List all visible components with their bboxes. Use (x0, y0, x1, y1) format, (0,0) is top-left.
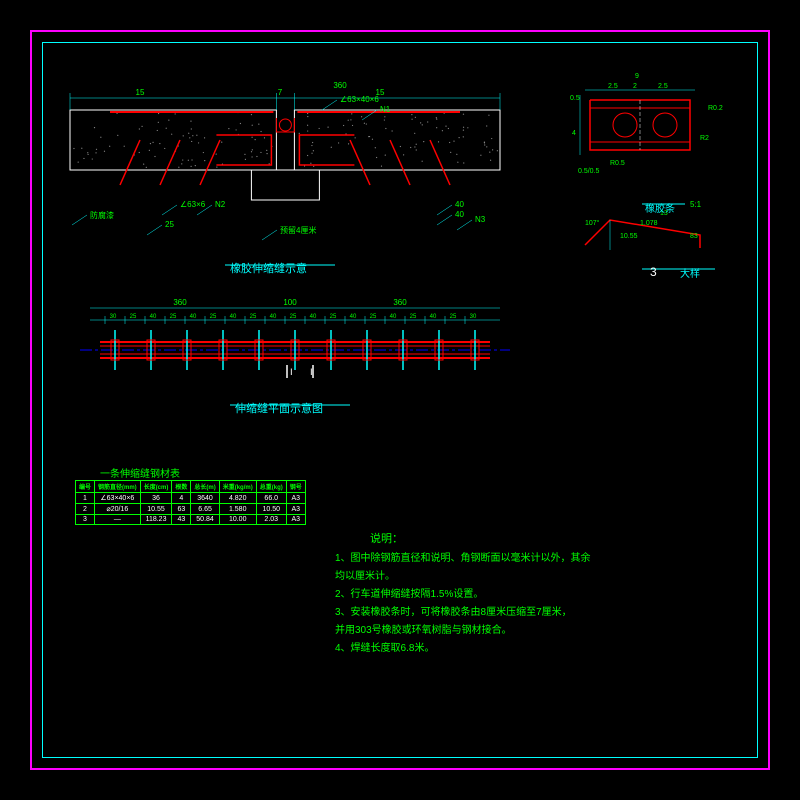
svg-text:360: 360 (393, 298, 407, 307)
svg-text:30: 30 (470, 314, 477, 320)
rubber-strip-title: 橡胶条 (645, 200, 675, 215)
svg-text:1.078: 1.078 (640, 220, 658, 227)
large-sample-number: 3 (650, 265, 657, 279)
svg-text:4: 4 (572, 130, 576, 137)
note-line: 1、图中除钢筋直径和说明、角钢断面以毫米计以外，其余 (335, 550, 591, 568)
svg-text:40: 40 (150, 314, 157, 320)
svg-text:360: 360 (173, 298, 187, 307)
large-sample-title: 大样 (680, 265, 700, 280)
callout: N2 (215, 200, 225, 209)
note-line: 2、行车道伸缩缝按隔1.5%设置。 (335, 586, 591, 604)
callout: 25 (165, 220, 174, 229)
material-table-title: 一条伸缩缝钢材表 (100, 465, 180, 480)
callout: 40 (455, 210, 464, 219)
callout: ∠63×6 (180, 200, 205, 209)
svg-text:40: 40 (230, 314, 237, 320)
section-view-title: 橡胶伸缩缝示意 (230, 260, 307, 276)
svg-text:R0.5: R0.5 (610, 160, 625, 167)
callout: ∠63×40×6 (340, 95, 379, 104)
svg-text:40: 40 (430, 314, 437, 320)
svg-text:7: 7 (278, 88, 283, 97)
svg-text:2: 2 (633, 83, 637, 90)
svg-text:25: 25 (210, 314, 217, 320)
callout: 预留4厘米 (280, 225, 316, 236)
svg-text:0.5/0.5: 0.5/0.5 (578, 168, 600, 175)
svg-text:25: 25 (250, 314, 257, 320)
svg-text:R2: R2 (700, 135, 709, 142)
svg-text:0.5: 0.5 (570, 95, 580, 102)
svg-text:40: 40 (310, 314, 317, 320)
svg-text:107°: 107° (585, 219, 600, 227)
drawing-canvas: 1571536036010036030254025402540254025402… (0, 0, 800, 800)
svg-text:15: 15 (136, 88, 145, 97)
svg-text:25: 25 (130, 314, 137, 320)
notes-body: 1、图中除钢筋直径和说明、角钢断面以毫米计以外，其余均以厘米计。2、行车道伸缩缝… (335, 550, 591, 658)
callout: N3 (475, 215, 485, 224)
svg-text:83: 83 (690, 233, 698, 240)
rubber-strip-scale: 5:1 (690, 200, 701, 209)
svg-text:40: 40 (270, 314, 277, 320)
svg-text:25: 25 (170, 314, 177, 320)
callout: 防腐漆 (90, 210, 114, 221)
svg-text:2.5: 2.5 (658, 83, 668, 90)
svg-text:40: 40 (350, 314, 357, 320)
svg-text:2.5: 2.5 (608, 83, 618, 90)
notes-title: 说明： (370, 530, 403, 546)
note-line: 均以厘米计。 (335, 568, 591, 586)
svg-text:25: 25 (410, 314, 417, 320)
svg-text:40: 40 (190, 314, 197, 320)
svg-text:10.55: 10.55 (620, 233, 638, 240)
svg-text:25: 25 (370, 314, 377, 320)
callout: 40 (455, 200, 464, 209)
note-line: 3、安装橡胶条时，可将橡胶条由8厘米压缩至7厘米， (335, 604, 591, 622)
note-line: 并用303号橡胶或环氧树脂与钢材接合。 (335, 622, 591, 640)
note-line: 4、焊缝长度取6.8米。 (335, 640, 591, 658)
material-table: 编号钢筋直径(mm)长度(cm)根数总长(m)米重(kg/m)总重(kg)钢号1… (75, 480, 306, 525)
svg-text:Ⅰ: Ⅰ (290, 367, 293, 377)
svg-text:25: 25 (450, 314, 457, 320)
svg-text:30: 30 (110, 314, 117, 320)
svg-text:100: 100 (283, 298, 297, 307)
svg-text:40: 40 (390, 314, 397, 320)
svg-text:9: 9 (635, 73, 639, 80)
plan-view-title: 伸缩缝平面示意图 (235, 400, 323, 416)
callout: N1 (380, 105, 390, 114)
svg-text:25: 25 (330, 314, 337, 320)
svg-text:25: 25 (290, 314, 297, 320)
svg-text:R0.2: R0.2 (708, 105, 723, 112)
svg-text:360: 360 (333, 81, 347, 90)
